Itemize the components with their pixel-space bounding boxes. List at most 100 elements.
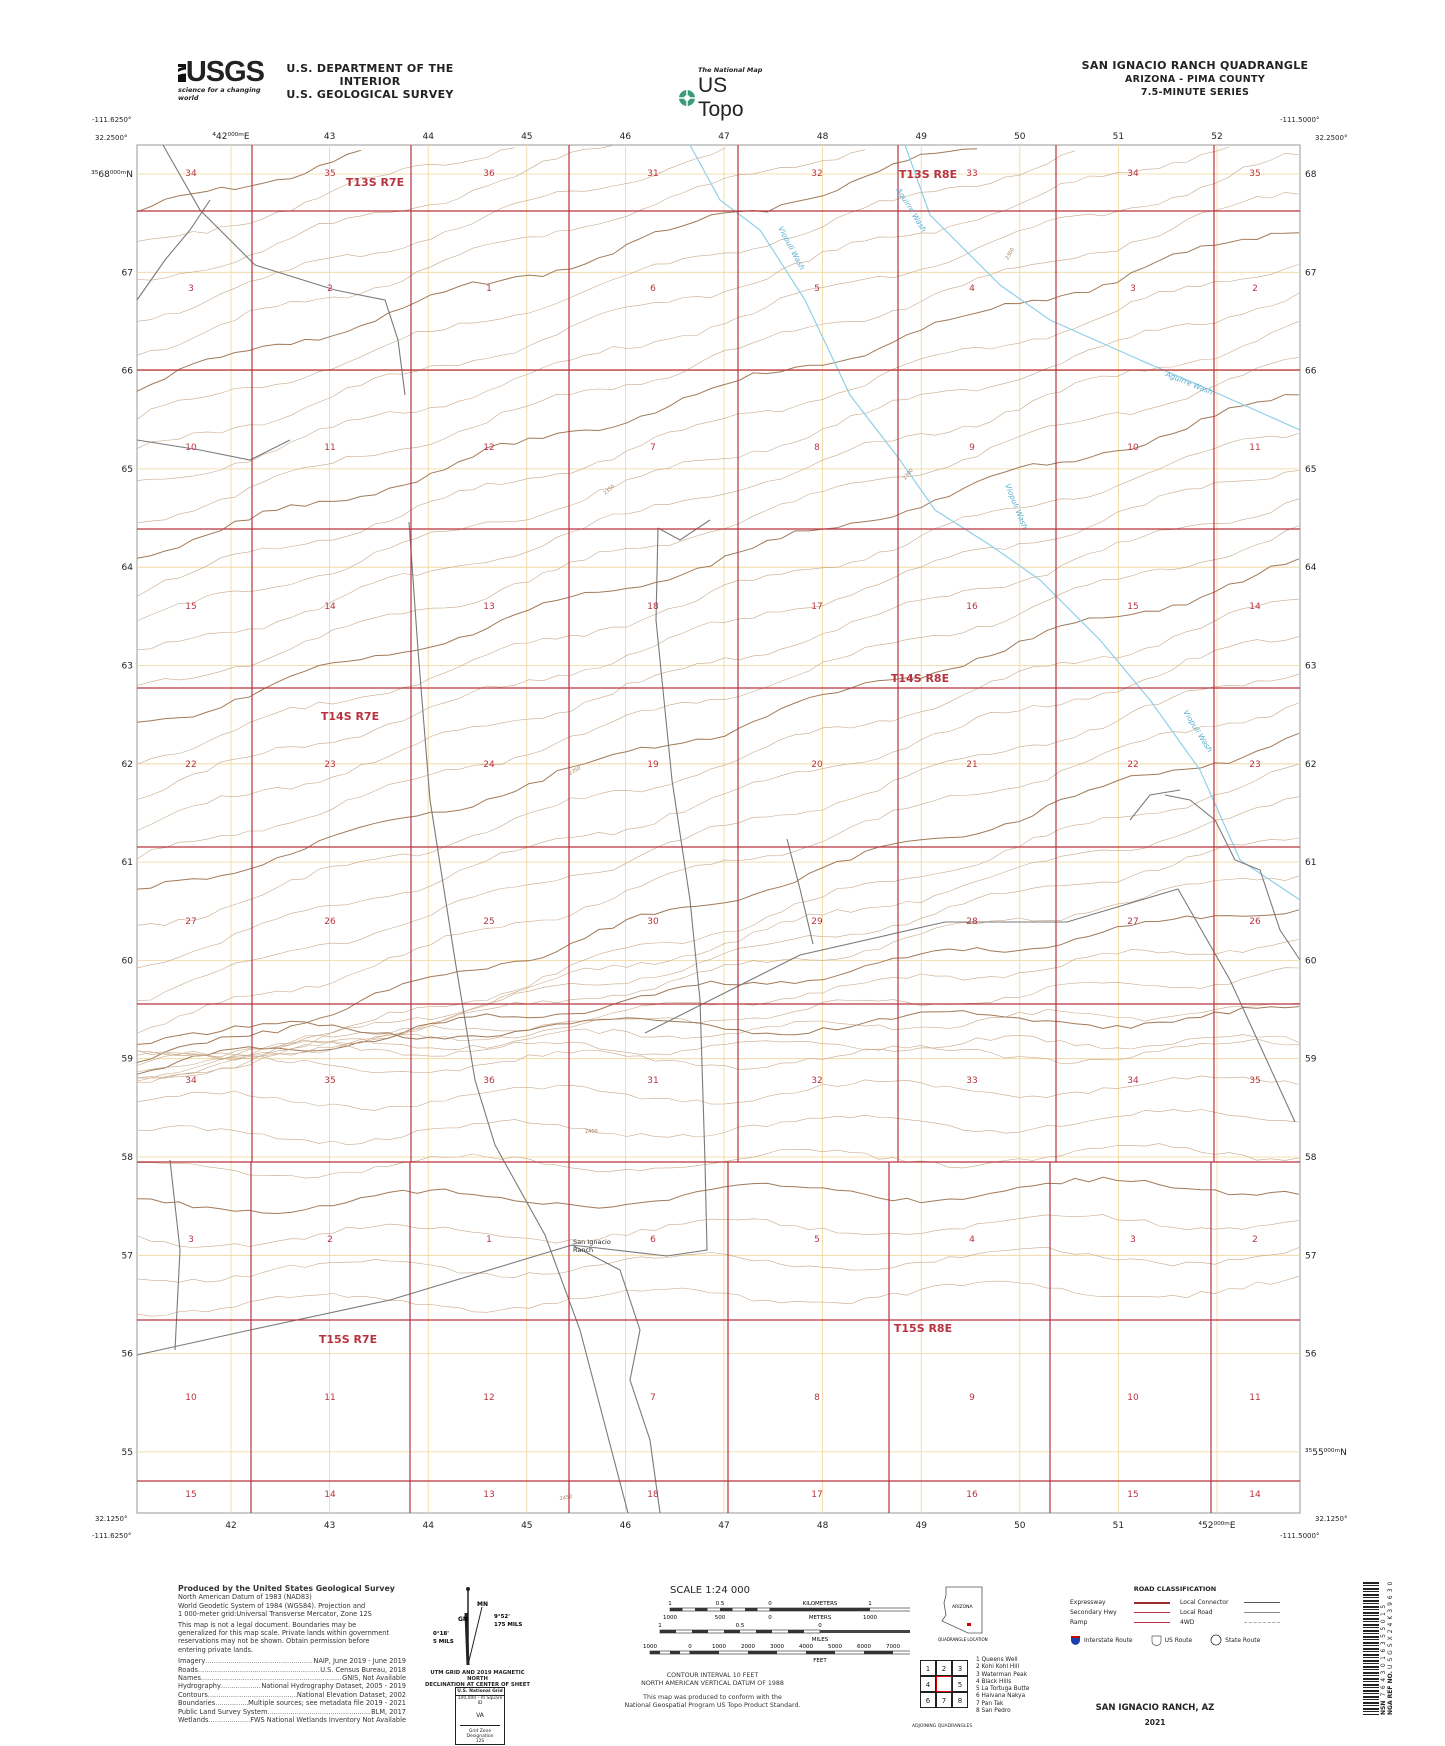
scale-bars: 10.5012KILOMETERS1000500010002000METERS1… [643, 1601, 910, 1664]
northing-label-right: 57 [1305, 1251, 1316, 1261]
northing-label-right: ³⁵55⁰⁰⁰ᵐN [1305, 1448, 1347, 1458]
section-number: 13 [483, 1490, 494, 1500]
section-number: 3 [1130, 1235, 1136, 1245]
washes [689, 144, 1301, 901]
northing-label-right: 62 [1305, 760, 1316, 770]
section-number: 36 [483, 1076, 495, 1086]
easting-label-bottom: ⁴52⁰⁰⁰ᵐE [1198, 1521, 1235, 1531]
disclaimer-line: reservations may not be shown. Obtain pe… [178, 1637, 370, 1646]
easting-label-top: 50 [1014, 132, 1026, 142]
section-number: 3 [188, 284, 194, 294]
interstate-legend: Interstate Route [1070, 1635, 1133, 1645]
road-line [136, 527, 708, 1356]
source-value: GNIS, Not Available [342, 1674, 406, 1683]
nsn-label: NSN [1380, 1700, 1387, 1715]
scale-bar-segment [692, 1630, 708, 1633]
northing-label-left: ³⁵68⁰⁰⁰ᵐN [91, 170, 133, 180]
northing-label-left: 65 [122, 465, 133, 475]
source-row: Boundaries..............................… [178, 1699, 406, 1707]
san-ignacio-ranch-label: Ranch [573, 1246, 593, 1254]
adjoining-cell: 2 [936, 1660, 952, 1676]
agency-block: U.S. DEPARTMENT OF THE INTERIOR U.S. GEO… [270, 62, 470, 101]
wash-line [759, 229, 1301, 901]
adjoining-quad-name: 3 Waterman Peak [976, 1671, 1028, 1678]
northing-label-left: 64 [122, 563, 134, 573]
section-lines [137, 145, 1300, 1513]
section-number: 20 [811, 760, 823, 770]
location-caption: QUADRANGLE LOCATION [938, 1637, 988, 1642]
adjoining-quad-name: 1 Queens Well [976, 1657, 1018, 1663]
road-line [136, 199, 211, 301]
source-value: National Elevation Dataset, 2002 [296, 1690, 406, 1699]
road-legend-label: Secondary Hwy [1070, 1609, 1117, 1616]
road-legend-item: Expressway [1070, 1599, 1180, 1606]
leader-dots: ........................................… [200, 1674, 342, 1683]
section-number: 18 [647, 602, 659, 612]
section-number: 11 [324, 1393, 335, 1403]
road-legend-swatch [1244, 1602, 1280, 1603]
section-number: 14 [1249, 602, 1261, 612]
easting-label-top: 45 [521, 132, 532, 142]
section-number: 1 [486, 284, 492, 294]
standard-line1: This map was produced to conform with th… [643, 1694, 782, 1701]
northing-label-right: 59 [1305, 1055, 1317, 1065]
adjoining-quad-name: 5 La Tortuga Butte [976, 1686, 1030, 1693]
easting-label-top: 52 [1211, 132, 1222, 142]
scale-bar-segment [650, 1651, 660, 1654]
leader-dots: ........................................… [220, 1682, 262, 1691]
easting-label-top: 49 [915, 132, 927, 142]
mn-angle: 9°52' [494, 1614, 510, 1620]
vertical-datum: NORTH AMERICAN VERTICAL DATUM OF 1988 [641, 1680, 784, 1687]
section-number: 2 [1252, 284, 1258, 294]
contour-line [136, 909, 1300, 1075]
easting-label-bottom: 48 [817, 1521, 829, 1531]
easting-label-bottom: 42 [225, 1521, 236, 1531]
usgs-wave-icon [178, 64, 186, 82]
section-number: 2 [1252, 1235, 1258, 1245]
leader-dots: ........................................… [215, 1699, 248, 1708]
sheet-title: SAN IGNACIO RANCH, AZ [1095, 1703, 1215, 1713]
easting-label-bottom: 44 [422, 1521, 434, 1531]
contour-line [136, 394, 1300, 723]
wash-line [689, 144, 761, 231]
contour-line [136, 432, 1300, 765]
grid-north-line [464, 1612, 470, 1666]
section-number: 10 [1127, 443, 1139, 453]
interstate-shield-icon [1071, 1636, 1080, 1645]
contour-line [136, 673, 1300, 1001]
easting-label-top: 44 [422, 132, 434, 142]
declination-caption: UTM GRID AND 2019 MAGNETIC NORTH DECLINA… [420, 1670, 535, 1688]
corner-lon: -111.5000° [1280, 116, 1319, 124]
agency-line1: U.S. DEPARTMENT OF THE INTERIOR [286, 62, 454, 88]
source-row: Wetlands................................… [178, 1716, 406, 1724]
adjoining-quad-name: 8 San Pedro [976, 1708, 1011, 1715]
scale-tick-label: 0 [768, 1601, 772, 1607]
section-number: 7 [650, 1393, 656, 1403]
township-label: T13S R7E [346, 176, 404, 189]
section-number: 35 [1249, 169, 1260, 179]
quad-location-marker [967, 1623, 971, 1626]
corner-lat: 32.2500° [1315, 134, 1347, 142]
easting-label-bottom: 45 [521, 1521, 532, 1531]
declination-caption-line1: UTM GRID AND 2019 MAGNETIC NORTH [430, 1670, 525, 1682]
scale-tick-label: 0 [768, 1615, 772, 1621]
section-number: 2 [327, 284, 333, 294]
section-number: 28 [966, 917, 978, 927]
national-map-label: The National Map [698, 66, 763, 74]
us-topo-label: US Topo [697, 74, 744, 121]
state-route-circle-icon [1210, 1634, 1222, 1646]
barcode [1363, 1582, 1379, 1715]
easting-label-bottom: 47 [718, 1521, 729, 1531]
road-line [408, 521, 629, 1514]
contour-line [136, 147, 726, 322]
disclaimer-line: entering private lands. [178, 1645, 254, 1654]
contour-lines [136, 145, 1300, 1317]
scale-bar-segment [695, 1608, 708, 1611]
scale-unit-label: METERS [809, 1615, 832, 1621]
easting-label-top: 46 [620, 132, 632, 142]
usng-zone-label: Grid Zone Designation [460, 1725, 500, 1739]
adjoining-cell: 3 [952, 1660, 968, 1676]
scale-unit-label: FEET [813, 1658, 827, 1664]
adjoining-quad-name: 4 Black Hills [976, 1678, 1012, 1685]
